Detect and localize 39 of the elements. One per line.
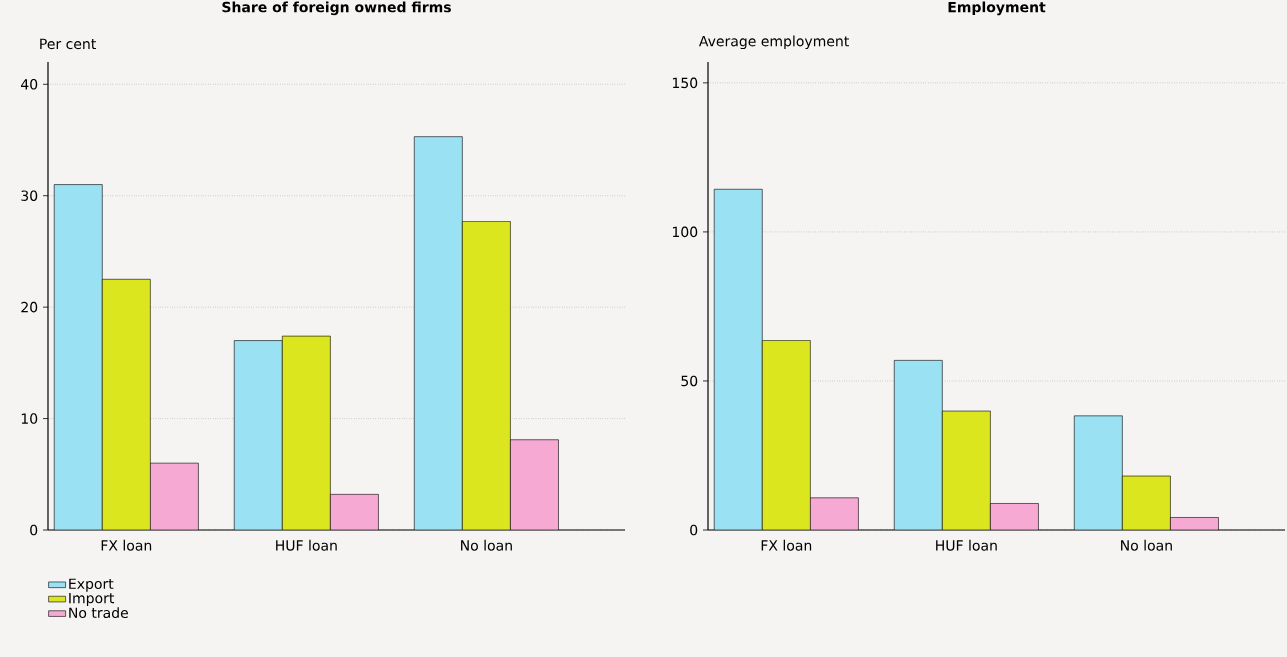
chart-title: Employment xyxy=(948,1,1046,16)
bar xyxy=(101,278,151,530)
chart-title: Share of foreign owned firms xyxy=(222,1,451,16)
bar xyxy=(990,503,1039,530)
x-tick-label: FX loan xyxy=(101,539,152,551)
bar xyxy=(1122,475,1171,530)
bar xyxy=(233,340,283,530)
y-tick-label: 0 xyxy=(30,524,38,536)
bar xyxy=(413,136,463,530)
legend-label: Export xyxy=(69,578,114,592)
bar xyxy=(761,340,811,530)
y-tick-label: 150 xyxy=(672,77,698,89)
legend-label: No trade xyxy=(69,607,128,619)
y-axis-title: Per cent xyxy=(40,38,96,50)
bar xyxy=(893,360,943,530)
y-axis-title: Average employment xyxy=(698,35,849,50)
y-tick-label: 50 xyxy=(681,375,698,387)
legend-label: Import xyxy=(69,592,115,607)
y-tick-label: 40 xyxy=(21,78,38,90)
bar xyxy=(330,494,379,530)
x-tick-label: No loan xyxy=(461,539,512,551)
bar xyxy=(282,335,331,530)
bar xyxy=(942,410,991,530)
bar xyxy=(810,497,859,530)
bar xyxy=(713,188,763,530)
bar xyxy=(510,439,559,530)
bar xyxy=(53,184,103,530)
x-tick-label: HUF loan xyxy=(936,539,997,551)
x-tick-label: HUF loan xyxy=(276,539,337,551)
bar xyxy=(150,462,199,530)
y-tick-label: 0 xyxy=(690,524,698,536)
bar xyxy=(1073,415,1123,530)
y-tick-label: 30 xyxy=(21,190,38,202)
x-tick-label: No loan xyxy=(1121,539,1172,551)
y-tick-label: 20 xyxy=(21,301,38,313)
y-tick-label: 10 xyxy=(21,413,38,424)
bar xyxy=(462,221,511,530)
y-tick-label: 100 xyxy=(672,226,698,238)
x-tick-label: FX loan xyxy=(761,539,812,551)
